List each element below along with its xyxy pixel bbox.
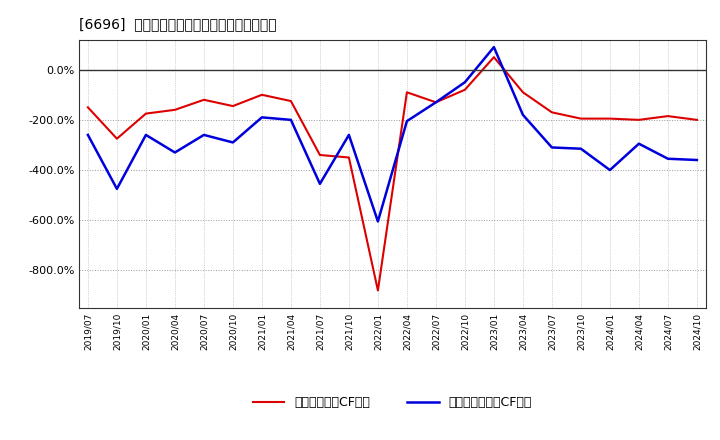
流動負債フリーCF比率 — [664, 156, 672, 161]
流動負債フリーCF比率 — [228, 140, 237, 145]
流動負債フリーCF比率 — [84, 132, 92, 138]
流動負債フリーCF比率 — [258, 115, 266, 120]
流動負債フリーCF比率 — [693, 158, 701, 163]
流動負債営業CF比率 — [577, 116, 585, 121]
流動負債フリーCF比率 — [112, 186, 121, 191]
流動負債フリーCF比率 — [142, 132, 150, 138]
Line: 流動負債フリーCF比率: 流動負債フリーCF比率 — [88, 47, 697, 221]
流動負債フリーCF比率 — [345, 132, 354, 138]
流動負債フリーCF比率 — [606, 167, 614, 172]
流動負債営業CF比率 — [315, 152, 324, 158]
流動負債営業CF比率 — [402, 90, 411, 95]
流動負債営業CF比率 — [199, 97, 208, 103]
流動負債営業CF比率 — [518, 90, 527, 95]
流動負債フリーCF比率 — [315, 181, 324, 187]
流動負債フリーCF比率 — [431, 100, 440, 105]
流動負債フリーCF比率 — [577, 146, 585, 151]
流動負債営業CF比率 — [374, 288, 382, 293]
流動負債営業CF比率 — [142, 111, 150, 116]
流動負債フリーCF比率 — [199, 132, 208, 138]
流動負債営業CF比率 — [258, 92, 266, 97]
Text: [6696]  流動負債キャッシュフロー比率の推移: [6696] 流動負債キャッシュフロー比率の推移 — [79, 18, 276, 32]
流動負債営業CF比率 — [112, 136, 121, 141]
Legend: 流動負債営業CF比率, 流動負債フリーCF比率: 流動負債営業CF比率, 流動負債フリーCF比率 — [248, 392, 537, 414]
流動負債フリーCF比率 — [548, 145, 557, 150]
流動負債営業CF比率 — [228, 103, 237, 109]
流動負債営業CF比率 — [490, 55, 498, 60]
流動負債営業CF比率 — [548, 110, 557, 115]
流動負債フリーCF比率 — [518, 112, 527, 117]
流動負債営業CF比率 — [84, 105, 92, 110]
流動負債フリーCF比率 — [634, 141, 643, 147]
Line: 流動負債営業CF比率: 流動負債営業CF比率 — [88, 57, 697, 290]
流動負債フリーCF比率 — [287, 117, 295, 122]
流動負債営業CF比率 — [431, 100, 440, 105]
流動負債フリーCF比率 — [402, 118, 411, 124]
流動負債フリーCF比率 — [374, 219, 382, 224]
流動負債営業CF比率 — [634, 117, 643, 122]
流動負債営業CF比率 — [287, 99, 295, 104]
流動負債営業CF比率 — [664, 114, 672, 119]
流動負債営業CF比率 — [606, 116, 614, 121]
流動負債営業CF比率 — [461, 87, 469, 92]
流動負債営業CF比率 — [693, 117, 701, 122]
流動負債フリーCF比率 — [490, 44, 498, 50]
流動負債フリーCF比率 — [461, 80, 469, 85]
流動負債営業CF比率 — [345, 155, 354, 160]
流動負債営業CF比率 — [171, 107, 179, 113]
流動負債フリーCF比率 — [171, 150, 179, 155]
